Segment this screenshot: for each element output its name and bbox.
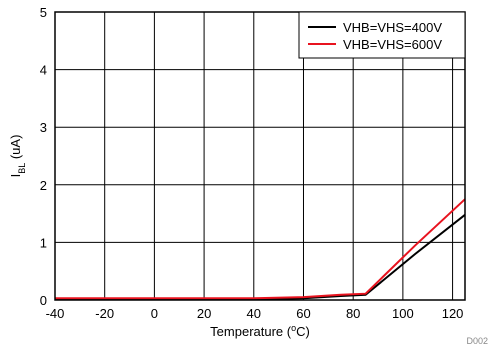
y-axis-label: IBL (uA) [8, 135, 27, 178]
legend-box [298, 11, 466, 59]
y-axis-label-post: (uA) [8, 135, 23, 163]
y-axis-label-sub: BL [17, 163, 27, 174]
grid [54, 11, 465, 301]
x-axis-label-pre: Temperature ( [210, 324, 292, 339]
x-axis-label-sup: o [291, 323, 296, 333]
x-axis-label-post: C) [296, 324, 310, 339]
series-layer [55, 198, 466, 301]
y-tick-label: 3 [40, 120, 47, 135]
x-tick-label: 60 [296, 306, 310, 321]
x-axis-ticks: -40 -20 0 20 40 60 80 100 120 [46, 306, 464, 321]
x-tick-label: 80 [346, 306, 360, 321]
y-tick-label: 2 [40, 178, 47, 193]
x-tick-label: 20 [197, 306, 211, 321]
x-tick-label: -40 [46, 306, 65, 321]
x-tick-label: 100 [392, 306, 414, 321]
legend-label-2: VHB=VHS=600V [343, 37, 442, 52]
series-line-2 [55, 198, 466, 300]
y-axis-ticks: 0 1 2 3 4 5 [40, 5, 47, 308]
watermark-label: D002 [466, 336, 488, 346]
y-tick-label: 1 [40, 235, 47, 250]
y-tick-label: 0 [40, 293, 47, 308]
x-axis-label: Temperature (oC) [210, 323, 310, 339]
x-tick-label: 120 [442, 306, 464, 321]
y-tick-label: 5 [40, 5, 47, 20]
legend-label-1: VHB=VHS=400V [343, 20, 442, 35]
y-tick-label: 4 [40, 63, 47, 78]
x-tick-label: -20 [95, 306, 114, 321]
legend: VHB=VHS=400V VHB=VHS=600V [298, 11, 466, 59]
plot-frame [54, 11, 466, 301]
x-tick-label: 40 [247, 306, 261, 321]
y-axis-label-main: I [8, 174, 23, 178]
x-tick-label: 0 [151, 306, 158, 321]
